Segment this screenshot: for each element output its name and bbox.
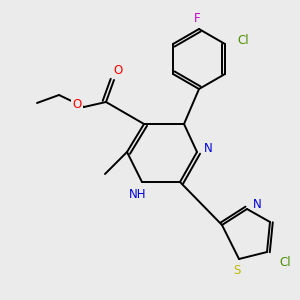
Text: NH: NH <box>129 188 147 200</box>
Text: N: N <box>253 197 261 211</box>
Text: O: O <box>72 98 82 110</box>
Text: O: O <box>113 64 123 76</box>
Text: F: F <box>194 11 200 25</box>
Text: Cl: Cl <box>237 34 249 46</box>
Text: Cl: Cl <box>279 256 291 268</box>
Text: S: S <box>233 263 241 277</box>
Text: N: N <box>204 142 212 155</box>
